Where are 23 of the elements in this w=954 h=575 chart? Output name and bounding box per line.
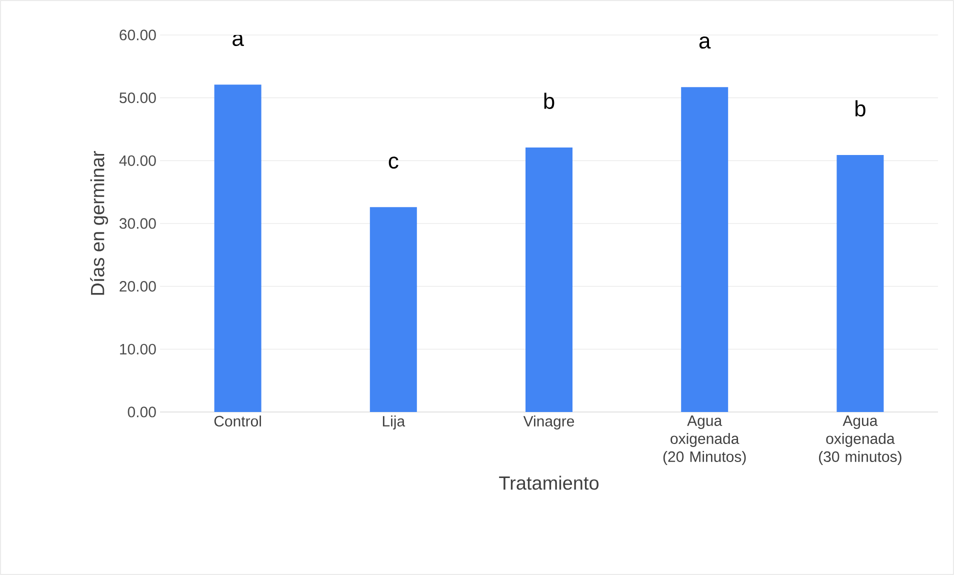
x-tick-label: Control <box>214 416 261 427</box>
annotation: c <box>388 156 398 169</box>
y-tick-label: 60.00 <box>120 30 156 40</box>
x-tick-label: Agua oxigenada (20 Minutos) <box>663 416 746 465</box>
x-tick-label: Vinagre <box>523 416 574 430</box>
y-tick-label: 50.00 <box>120 92 156 104</box>
y-axis-title: Días en germinar <box>90 150 108 295</box>
annotation: a <box>699 36 711 49</box>
y-tick-label: 40.00 <box>119 155 156 166</box>
annotation: b <box>855 100 866 116</box>
bar <box>370 207 417 412</box>
y-tick-label: 20.00 <box>120 281 156 292</box>
annotation: b <box>544 92 554 109</box>
x-tick-label: Lija <box>382 416 406 430</box>
bar <box>681 87 728 412</box>
x-tick-label: Agua oxigenada (30 minutos) <box>819 416 902 465</box>
bar <box>836 155 884 412</box>
x-axis-title: Tratamiento <box>499 476 599 490</box>
y-tick-label: 30.00 <box>120 218 156 229</box>
y-tick-label: 10.00 <box>120 344 156 354</box>
bar <box>526 147 572 412</box>
y-tick-label: 0.00 <box>128 406 156 418</box>
bar <box>214 84 262 412</box>
